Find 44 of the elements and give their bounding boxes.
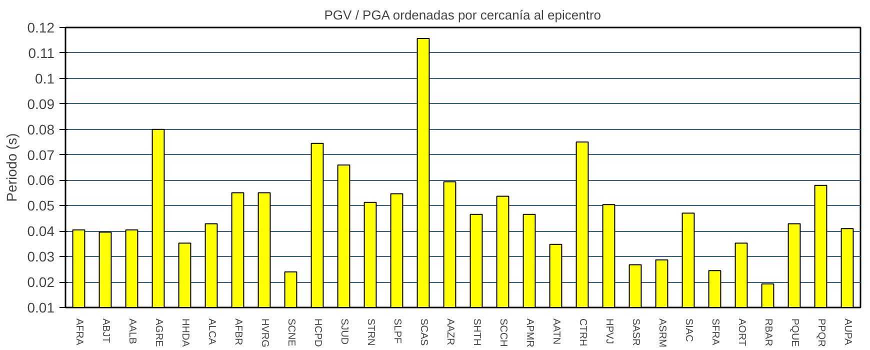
y-tick-label: 0.1 [35, 70, 55, 86]
x-tick-label: PPQR [815, 318, 826, 347]
x-tick-label: APMR [524, 318, 535, 348]
y-tick-label: 0.06 [27, 172, 55, 188]
x-tick-label: AFBR [232, 318, 244, 346]
x-tick-label: ABJT [100, 318, 111, 343]
x-tick-label: PQUE [788, 318, 800, 348]
x-tick-label: RBAR [762, 318, 774, 346]
y-tick-label: 0.03 [27, 248, 55, 265]
x-tick-label: AORT [736, 318, 747, 346]
x-tick-label: SJUD [338, 318, 350, 345]
x-tick-label: CTRH [576, 318, 588, 346]
x-tick-label: AGRE [152, 318, 164, 348]
x-tick-label: SFRA [709, 318, 720, 346]
x-tick-label: HCPD [312, 318, 323, 347]
x-tick-label: ALCA [206, 318, 217, 345]
x-tick-label: AUPA [842, 318, 853, 346]
y-tick-label: 0.12 [27, 20, 55, 36]
y-tick-label: 0.04 [27, 223, 55, 240]
x-tick-label: SCCH [497, 318, 508, 347]
y-tick-label: 0.05 [27, 198, 55, 214]
y-tick-label: 0.01 [27, 300, 55, 316]
x-tick-label: AATN [550, 318, 562, 344]
x-tick-label: SHTH [470, 318, 482, 346]
x-tick-label: AALB [126, 318, 138, 344]
x-tick-label: SCAS [418, 318, 429, 346]
y-axis-title: Periodo (s) [3, 133, 20, 202]
x-tick-label: AAZR [444, 318, 456, 346]
x-tick-label: HVRG [258, 318, 270, 348]
x-tick-label: HHDA [179, 318, 190, 348]
y-tick-label: 0.07 [27, 146, 55, 163]
chart-title: PGV / PGA ordenadas por cercanía al epicentro [324, 8, 602, 22]
x-tick-label: SCNE [285, 318, 296, 347]
x-tick-label: HPVJ [603, 318, 614, 344]
x-tick-label: SASR [630, 318, 641, 346]
y-tick-label: 0.11 [28, 44, 55, 61]
y-tick-label: 0.02 [27, 274, 55, 290]
x-tick-label: AFRA [73, 318, 84, 346]
y-tick-label: 0.08 [27, 121, 55, 138]
x-tick-label: ASRM [656, 318, 668, 348]
x-tick-label: SLPF [391, 318, 402, 344]
y-tick-label: 0.09 [27, 96, 55, 112]
x-tick-label: SIAC [682, 318, 694, 342]
x-tick-label: STRN [364, 318, 376, 346]
